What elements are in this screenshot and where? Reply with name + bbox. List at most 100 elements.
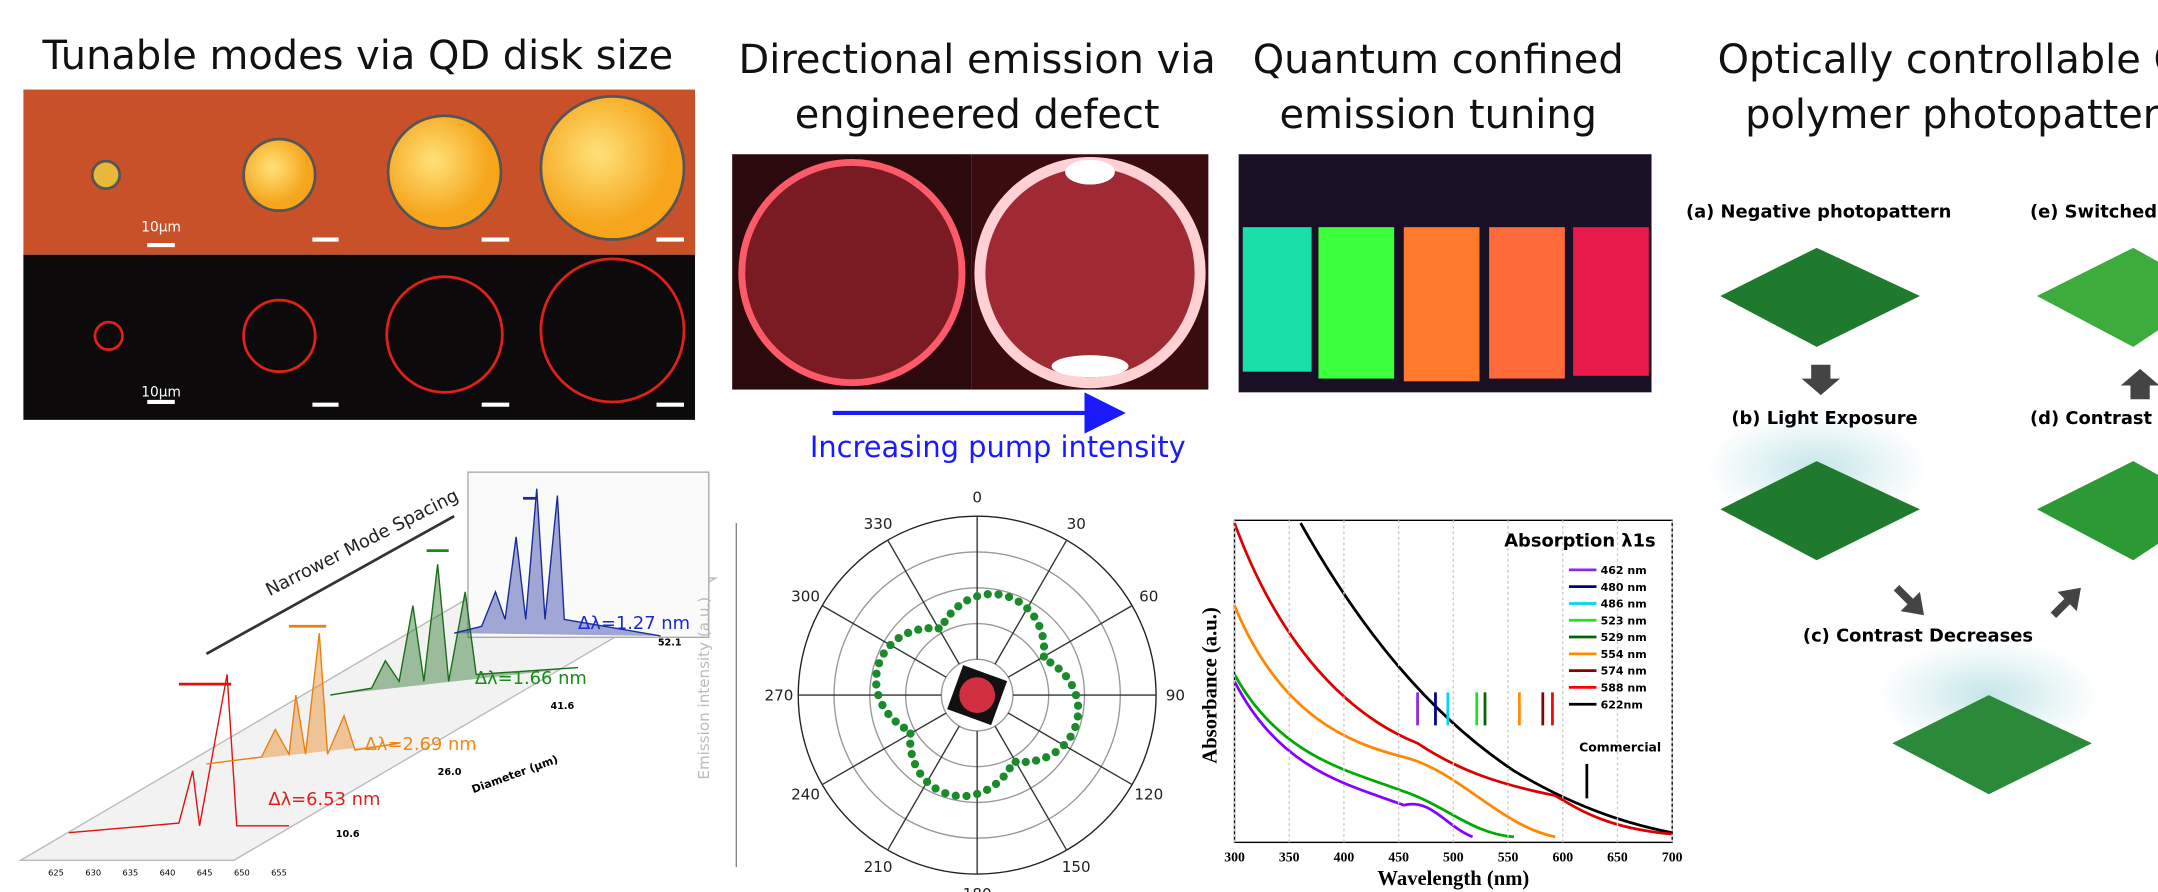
tick-label: 640: [160, 867, 176, 877]
polar-point: [880, 649, 888, 657]
angle-label: 90: [1166, 687, 1185, 705]
step-label: (a) Negative photopattern: [1686, 202, 1951, 223]
spacing-label: Δλ=6.53 nm: [268, 789, 380, 810]
photopattern-diagram: [1707, 248, 2158, 794]
polar-spoke: [888, 726, 960, 850]
polar-point: [875, 659, 883, 667]
spacing-label: Δλ=2.69 nm: [365, 734, 477, 755]
spacing-label: Δλ=1.27 nm: [578, 613, 690, 634]
heading: Directional emission via: [739, 37, 1216, 83]
step-label: (b) Light Exposure: [1731, 408, 1917, 429]
tick-label: 645: [197, 867, 213, 877]
polar-point: [973, 790, 981, 798]
polar-point: [1071, 723, 1079, 731]
disk-micrographs: [23, 90, 695, 420]
polar-point: [1040, 652, 1048, 660]
diameter-label: 52.1: [658, 638, 682, 649]
polar-point: [1074, 712, 1082, 720]
legend-label: 622nm: [1601, 698, 1643, 711]
angle-label: 60: [1139, 588, 1158, 606]
angle-label: 330: [864, 515, 893, 533]
polar-plot: [736, 516, 1156, 874]
angle-label: 240: [791, 786, 820, 804]
polar-point: [1062, 672, 1070, 680]
polar-point: [906, 729, 914, 737]
scale-label: 10µm: [141, 384, 181, 400]
polar-point: [914, 626, 922, 634]
polar-spoke: [995, 726, 1067, 850]
polar-point: [923, 778, 931, 786]
polar-point: [1032, 756, 1040, 764]
polar-point: [900, 724, 908, 732]
polar-point: [1042, 753, 1050, 761]
angle-label: 0: [972, 488, 982, 506]
arrow-label: Increasing pump intensity: [810, 430, 1186, 464]
slide: 300350400450500550600650700462 nm480 nm4…: [0, 0, 2158, 892]
diameter-label: 41.6: [551, 701, 575, 712]
legend-label: 554 nm: [1601, 648, 1647, 661]
tick-label: 630: [85, 867, 101, 877]
polar-point: [878, 701, 886, 709]
polar-point: [1012, 758, 1020, 766]
angle-label: 120: [1134, 786, 1163, 804]
legend-label: 523 nm: [1601, 614, 1647, 627]
polar-point: [886, 641, 894, 649]
polar-point: [963, 596, 971, 604]
polar-point: [924, 624, 932, 632]
polar-point: [1051, 748, 1059, 756]
polar-point: [872, 680, 880, 688]
polar-point: [1023, 604, 1031, 612]
heading: Tunable modes via QD disk size: [41, 33, 673, 79]
tick-label: 635: [122, 867, 138, 877]
angle-label: 270: [765, 687, 794, 705]
polar-point: [984, 590, 992, 598]
polar-spoke: [888, 540, 960, 664]
polar-point: [908, 750, 916, 758]
tick-label: 300: [1224, 850, 1245, 865]
heading: Quantum confined: [1253, 37, 1624, 83]
chart-title: Absorption λ1s: [1504, 530, 1655, 551]
heading: polymer photopatterr: [1745, 92, 2158, 138]
page: {"panels": [ {"heading": ["Tunable modes…: [0, 0, 2158, 892]
polar-point: [904, 629, 912, 637]
polar-point: [1068, 681, 1076, 689]
polar-point: [874, 691, 882, 699]
step-label: (c) Contrast Decreases: [1803, 625, 2033, 646]
polar-point: [973, 592, 981, 600]
polar-point: [983, 786, 991, 794]
x-axis-label: Wavelength (nm): [1377, 868, 1529, 890]
polar-point: [1000, 772, 1008, 780]
heading: engineered defect: [795, 92, 1160, 138]
legend-label: 529 nm: [1601, 631, 1647, 644]
polar-point: [1072, 691, 1080, 699]
polar-point: [1046, 658, 1054, 666]
defect-micrographs: [732, 154, 1208, 413]
diameter-label: 10.6: [336, 829, 360, 840]
polar-point: [1030, 613, 1038, 621]
polar-point: [895, 634, 903, 642]
tick-label: 600: [1552, 850, 1573, 865]
scale-label: 10µm: [141, 219, 181, 235]
y-axis-label: Absorbance (a.u.): [1200, 607, 1222, 763]
polar-point: [935, 624, 943, 632]
axis-label: Emission intensity (a.u.): [695, 597, 713, 780]
polar-spoke: [995, 540, 1067, 664]
polar-spoke: [822, 713, 946, 785]
annotation: Narrower Mode Spacing: [262, 485, 462, 601]
polar-point: [952, 792, 960, 800]
polar-point: [911, 760, 919, 768]
angle-label: 150: [1062, 858, 1091, 876]
polar-point: [1038, 632, 1046, 640]
polar-point: [954, 602, 962, 610]
tick-label: 655: [271, 867, 287, 877]
polar-point: [1022, 758, 1030, 766]
tick-label: 400: [1334, 850, 1355, 865]
polar-point: [931, 784, 939, 792]
tick-label: 550: [1498, 850, 1519, 865]
polar-point: [940, 618, 948, 626]
legend-label: 480 nm: [1601, 581, 1647, 594]
polar-point: [1005, 593, 1013, 601]
polar-point: [962, 792, 970, 800]
polar-point: [906, 740, 914, 748]
